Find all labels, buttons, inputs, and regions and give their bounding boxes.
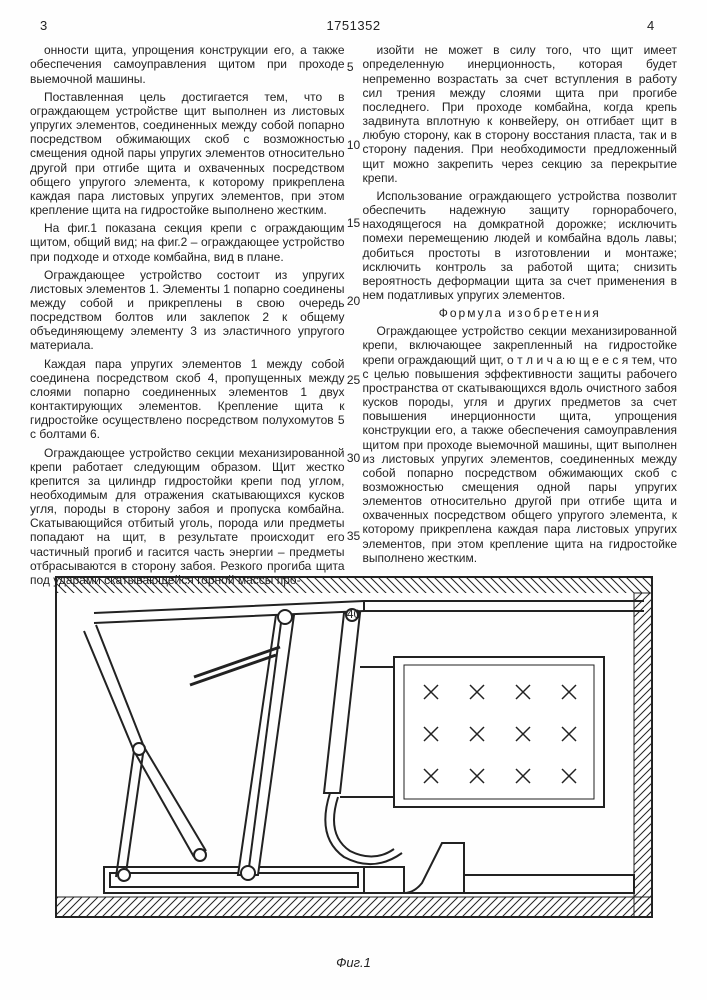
line-num: 10 — [347, 138, 360, 152]
figure-caption: Фиг.1 — [30, 955, 677, 970]
paragraph: На фиг.1 показана секция крепи с огражда… — [30, 221, 345, 263]
paragraph: Использование ограждающего устройства по… — [363, 189, 678, 302]
line-num: 30 — [347, 451, 360, 465]
paragraph: Ограждающее устройство состоит из упруги… — [30, 268, 345, 353]
line-number-gutter: 5 10 15 20 25 30 35 40 — [347, 30, 360, 621]
formula-heading: Формула изобретения — [363, 306, 678, 320]
page-number-right: 4 — [647, 18, 667, 33]
line-num: 35 — [347, 529, 360, 543]
base-skid — [104, 843, 634, 893]
paragraph: Каждая пара упругих элементов 1 между со… — [30, 357, 345, 442]
right-wall — [634, 593, 652, 917]
line-num: 20 — [347, 294, 360, 308]
text-columns: 5 10 15 20 25 30 35 40 онности щита, упр… — [30, 43, 677, 523]
hydraulic-leg — [190, 610, 294, 880]
line-num: 15 — [347, 216, 360, 230]
canopy — [94, 601, 644, 623]
line-num: 5 — [347, 60, 360, 74]
paragraph: Ограждающее устройство секции механизиро… — [30, 446, 345, 588]
front-prop — [324, 609, 360, 793]
line-num: 25 — [347, 373, 360, 387]
guard-curved-foot — [325, 793, 402, 864]
paragraph: онности щита, упрощения конструкции его,… — [30, 43, 345, 85]
line-num: 40 — [347, 607, 360, 621]
page-number-left: 3 — [40, 18, 60, 33]
guard-shield-panel — [394, 657, 604, 807]
paragraph: Ограждающее устройство секции механизиро… — [363, 324, 678, 565]
floor-hatch — [56, 897, 652, 917]
rear-link — [84, 625, 206, 881]
right-column: изойти не может в силу того, что щит име… — [363, 43, 678, 523]
paragraph: Поставленная цель достигается тем, что в… — [30, 90, 345, 217]
left-column: онности щита, упрощения конструкции его,… — [30, 43, 345, 523]
page: 3 1751352 4 5 10 15 20 25 30 35 40 оннос… — [0, 0, 707, 1000]
paragraph: изойти не может в силу того, что щит име… — [363, 43, 678, 185]
